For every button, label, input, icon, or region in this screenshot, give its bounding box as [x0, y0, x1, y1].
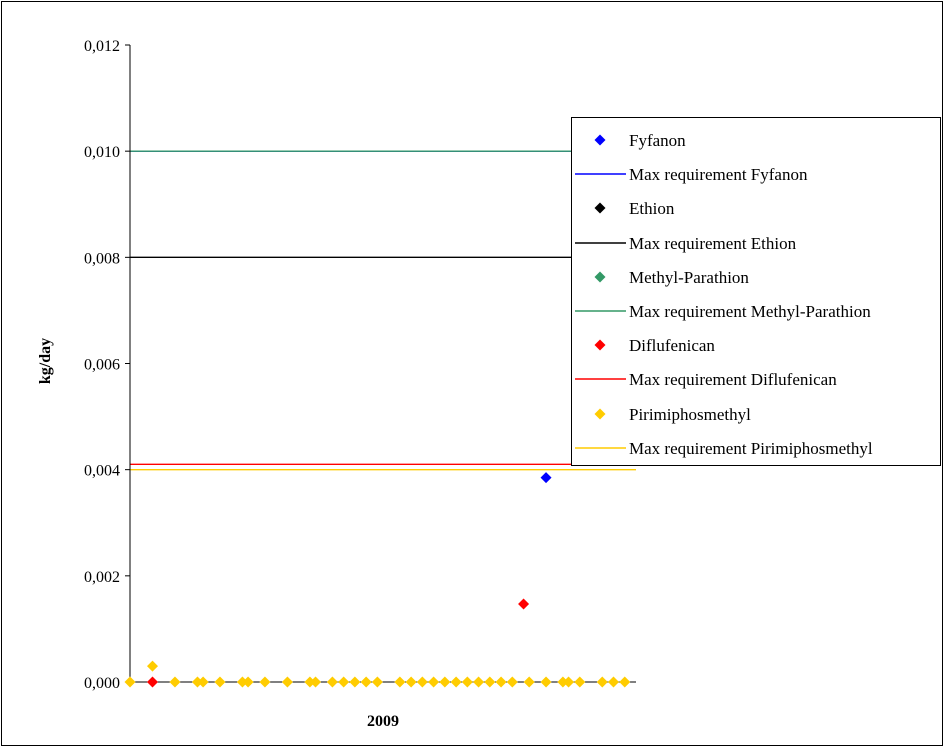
data-points: [124, 472, 631, 688]
legend-line-swatch: [575, 378, 626, 381]
point-pirimiphosmethyl: [191, 676, 203, 688]
legend-item-methyl-parathion: Methyl-Parathion: [572, 261, 940, 295]
legend-label: Max requirement Pirimiphosmethyl: [629, 438, 873, 458]
point-pirimiphosmethyl: [428, 676, 440, 688]
legend-diamond-swatch: [594, 339, 606, 351]
legend-item-max-requirement-fyfanon: Max requirement Fyfanon: [572, 158, 940, 192]
y-tick-label: 0,010: [84, 144, 120, 161]
y-tick-label: 0,002: [84, 569, 120, 586]
point-pirimiphosmethyl: [563, 676, 575, 688]
legend-line-swatch: [575, 446, 626, 449]
point-pirimiphosmethyl: [495, 676, 507, 688]
legend-item-max-requirement-diflufenican: Max requirement Diflufenican: [572, 363, 940, 397]
legend-diamond-swatch: [594, 202, 606, 214]
point-pirimiphosmethyl: [540, 676, 552, 688]
point-pirimiphosmethyl: [557, 676, 569, 688]
point-diflufenican: [146, 676, 158, 688]
point-pirimiphosmethyl: [242, 676, 254, 688]
point-pirimiphosmethyl: [371, 676, 383, 688]
point-pirimiphosmethyl: [405, 676, 417, 688]
point-pirimiphosmethyl: [236, 676, 248, 688]
point-pirimiphosmethyl: [169, 676, 181, 688]
point-pirimiphosmethyl: [439, 676, 451, 688]
point-pirimiphosmethyl: [608, 676, 620, 688]
legend-item-diflufenican: Diflufenican: [572, 329, 940, 363]
point-pirimiphosmethyl: [450, 676, 462, 688]
y-tick-label: 0,006: [84, 357, 120, 374]
y-tick-label: 0,012: [84, 38, 120, 55]
point-pirimiphosmethyl: [326, 676, 338, 688]
point-pirimiphosmethyl: [574, 676, 586, 688]
point-pirimiphosmethyl: [338, 676, 350, 688]
legend-line-swatch: [575, 310, 626, 312]
legend-label: Max requirement Methyl-Parathion: [629, 302, 871, 321]
point-pirimiphosmethyl: [506, 676, 518, 688]
point-pirimiphosmethyl: [461, 676, 473, 688]
legend-diamond-swatch: [594, 408, 606, 420]
point-pirimiphosmethyl: [523, 676, 535, 688]
point-diflufenican: [518, 598, 530, 610]
legend-diamond-swatch: [594, 271, 606, 283]
point-pirimiphosmethyl: [349, 676, 361, 688]
legend-item-ethion: Ethion: [572, 192, 940, 226]
legend-label: Max requirement Diflufenican: [629, 370, 837, 390]
point-pirimiphosmethyl: [484, 676, 496, 688]
legend-line-swatch: [575, 241, 626, 244]
legend-label: Ethion: [629, 199, 675, 219]
point-fyfanon: [540, 472, 552, 484]
point-pirimiphosmethyl: [197, 676, 209, 688]
legend-diamond-swatch: [594, 134, 606, 146]
x-axis-title: 2009: [367, 713, 399, 730]
legend-label: Fyfanon: [629, 131, 686, 150]
legend-item-pirimiphosmethyl: Pirimiphosmethyl: [572, 398, 940, 432]
point-pirimiphosmethyl: [360, 676, 372, 688]
legend-line-swatch: [575, 173, 626, 175]
y-tick-label: 0,000: [84, 675, 120, 692]
legend-item-fyfanon: Fyfanon: [572, 124, 940, 158]
point-pirimiphosmethyl: [281, 676, 293, 688]
y-tick-label: 0,004: [84, 463, 120, 480]
y-axis-title: kg/day: [37, 338, 54, 384]
legend-item-max-requirement-pirimiphosmethyl: Max requirement Pirimiphosmethyl: [572, 432, 940, 466]
point-pirimiphosmethyl: [310, 676, 322, 688]
legend-label: Methyl-Parathion: [629, 267, 749, 287]
point-pirimiphosmethyl: [259, 676, 271, 688]
max-requirement-lines: [130, 150, 636, 471]
legend-label: Diflufenican: [629, 336, 715, 356]
legend-label: Pirimiphosmethyl: [629, 404, 751, 424]
point-pirimiphosmethyl: [146, 660, 158, 672]
point-pirimiphosmethyl: [214, 676, 226, 688]
point-pirimiphosmethyl: [394, 676, 406, 688]
axes: 0,000 0,002 0,004 0,006 0,008 0,010 0,012: [84, 38, 636, 692]
point-pirimiphosmethyl: [596, 676, 608, 688]
point-pirimiphosmethyl: [473, 676, 485, 688]
legend-item-max-requirement-methyl-parathion: Max requirement Methyl-Parathion: [572, 295, 940, 329]
point-pirimiphosmethyl: [124, 676, 136, 688]
point-pirimiphosmethyl: [619, 676, 631, 688]
legend: Fyfanon Max requirement Fyfanon Ethion Max …: [571, 117, 941, 466]
y-tick-label: 0,008: [84, 250, 120, 267]
point-pirimiphosmethyl: [304, 676, 316, 688]
point-pirimiphosmethyl: [416, 676, 428, 688]
legend-label: Max requirement Ethion: [629, 233, 797, 253]
legend-item-max-requirement-ethion: Max requirement Ethion: [572, 227, 940, 261]
legend-label: Max requirement Fyfanon: [629, 165, 808, 185]
